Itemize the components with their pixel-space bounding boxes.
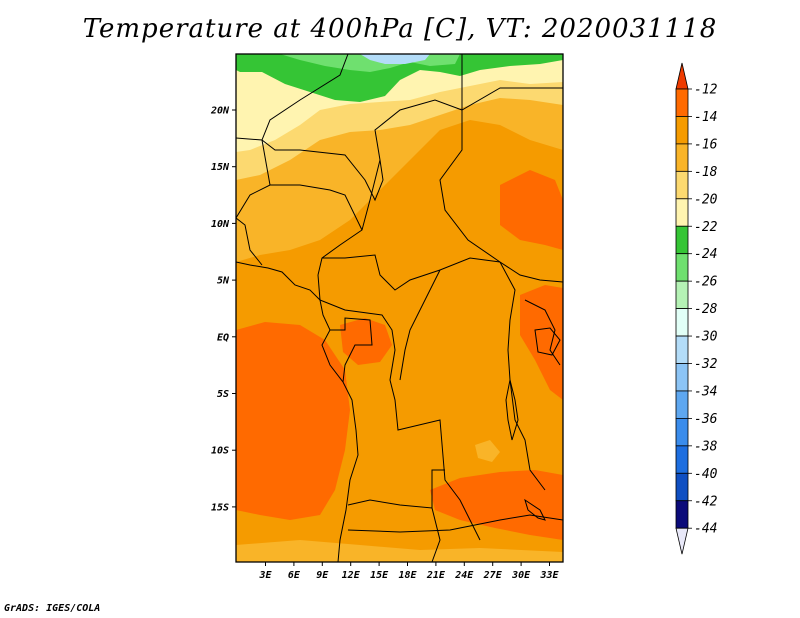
field-light-orange-south: [236, 540, 563, 562]
colorbar-label: -42: [694, 494, 718, 509]
border-niger: [236, 137, 271, 186]
field-warm-west: [236, 322, 350, 520]
lat-tick-label: 5N: [217, 276, 230, 287]
colorbar-swatch: [675, 445, 689, 474]
colorbar-label: -18: [694, 165, 718, 180]
colorbar-swatch: [675, 500, 689, 529]
coastline-west: [236, 261, 359, 562]
colorbar-swatch: [675, 363, 689, 392]
border-drc-east: [399, 269, 441, 381]
border-northeast: [261, 54, 563, 283]
colorbar-label: -28: [694, 302, 718, 317]
colorbar-bottom-arrow: [675, 527, 689, 555]
lat-tick-label: EQ: [217, 332, 229, 343]
lon-tick-label: 24E: [454, 570, 474, 581]
colorbar-swatch: [675, 116, 689, 145]
field-green-north: [236, 54, 563, 102]
lon-tick-label: 18E: [398, 570, 417, 581]
lon-tick-label: 3E: [258, 570, 272, 581]
field-light-orange-east: [475, 440, 500, 462]
colorbar-label: -14: [694, 110, 717, 125]
colorbar-label: -32: [694, 357, 718, 372]
field-warm-center: [340, 318, 392, 365]
border-angola-south: [347, 469, 445, 509]
colorbar: -12 -14 -16 -18 -20 -22 -24 -26 -28 -30 -32 -34 -36 -…: [675, 62, 718, 555]
border-libya-egypt: [461, 54, 563, 111]
colorbar-swatch: [675, 308, 689, 337]
colorbar-swatch: [675, 143, 689, 172]
colorbar-label: -22: [694, 220, 718, 235]
colorbar-label: -38: [694, 439, 718, 454]
field-pale-blue-north: [360, 54, 430, 64]
field-warm-east: [520, 285, 563, 400]
lake-malawi: [524, 498, 546, 521]
colorbar-swatch: [675, 225, 689, 255]
border-east-coast: [524, 299, 561, 366]
border-zambia: [431, 507, 441, 562]
colorbar-label: -36: [694, 412, 718, 427]
lat-tick-label: 20N: [210, 106, 230, 117]
country-borders: [236, 54, 563, 562]
colorbar-swatch: [675, 253, 689, 282]
colorbar-label: -40: [694, 467, 718, 482]
colorbar-label: -24: [694, 247, 717, 262]
field-warm-south: [430, 470, 563, 540]
map-frame: [235, 53, 564, 563]
field-warm-ne: [500, 170, 563, 250]
lon-tick-label: 15E: [370, 570, 389, 581]
colorbar-label: -26: [694, 275, 718, 290]
border-car: [322, 254, 501, 291]
border-chad: [317, 159, 381, 276]
colorbar-top-arrow: [675, 62, 689, 90]
lat-tick-label: 10N: [211, 219, 230, 230]
lat-tick-label: 15S: [211, 502, 229, 513]
lon-tick-label: 9E: [316, 570, 329, 581]
lat-tick-label: 10S: [211, 446, 229, 457]
colorbar-swatch: [675, 390, 689, 419]
border-cameroon: [317, 274, 481, 541]
lon-tick-label: 12E: [342, 570, 361, 581]
colorbar-swatch: [675, 170, 689, 200]
colorbar-label: -12: [694, 83, 718, 98]
chart-title: Temperature at 400hPa [C], VT: 202003111…: [82, 14, 718, 44]
colorbar-swatch: [675, 88, 689, 117]
border-gabon: [330, 317, 373, 383]
lon-tick-label: 21E: [426, 570, 446, 581]
colorbar-swatch: [675, 335, 689, 364]
lake-victoria: [534, 327, 561, 356]
lat-tick-label: 5S: [217, 389, 229, 400]
latitude-axis: 20N 15N 10N 5N EQ 5S 10S 15S: [210, 106, 236, 513]
border-nigeria: [236, 184, 363, 231]
lat-tick-label: 15N: [211, 162, 230, 173]
colorbar-swatch: [675, 198, 689, 227]
colorbar-label: -16: [694, 137, 718, 152]
longitude-axis: 3E 6E 9E 12E 15E 18E 21E 24E 27E 30E 33E: [258, 562, 560, 581]
colorbar-swatch: [675, 280, 689, 309]
colorbar-label: -20: [694, 192, 718, 207]
colorbar-label: -44: [694, 522, 717, 537]
colorbar-label: -30: [694, 330, 718, 345]
temperature-field: [236, 54, 563, 562]
border-west-sahel: [236, 217, 263, 266]
lon-tick-label: 30E: [511, 570, 531, 581]
colorbar-swatch: [675, 472, 689, 502]
lon-tick-label: 27E: [483, 570, 503, 581]
lon-tick-label: 6E: [288, 570, 301, 581]
colorbar-swatch: [675, 417, 689, 447]
lake-tanganyika: [505, 379, 519, 441]
colorbar-label: -34: [694, 384, 717, 399]
lon-tick-label: 33E: [539, 570, 559, 581]
grads-credit: GrADS: IGES/COLA: [4, 603, 101, 614]
